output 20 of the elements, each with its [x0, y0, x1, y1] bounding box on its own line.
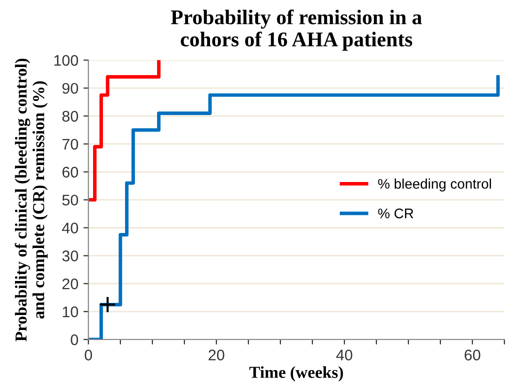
- x-tick-label: 20: [208, 350, 224, 360]
- y-tick-label: 90: [62, 82, 78, 94]
- y-tick-label: 80: [62, 110, 78, 122]
- y-tick-label: 60: [62, 166, 78, 178]
- x-tick-label: 40: [336, 350, 352, 360]
- y-axis-title: Probability of clinical (bleeding control) and complete (CR) remission (%): [14, 58, 48, 342]
- y-tick-label: 10: [62, 306, 78, 318]
- y-tick-label: 30: [62, 250, 78, 262]
- x-tick-label: 60: [464, 350, 480, 360]
- y-tick-label: 70: [62, 138, 78, 150]
- y-tick-label: 0: [70, 334, 78, 346]
- y-tick-label: 50: [62, 194, 78, 206]
- x-tick-label: 0: [84, 350, 92, 360]
- chart-title: Probability of remission in a cohors of 16 AHA patients: [170, 9, 422, 51]
- legend-label: % bleeding control: [378, 178, 491, 192]
- x-axis-title: Time (weeks): [249, 366, 343, 382]
- y-tick-label: 20: [62, 278, 78, 290]
- legend-label: % CR: [378, 208, 414, 218]
- y-tick-label: 40: [62, 222, 78, 234]
- y-tick-label: 100: [54, 55, 78, 66]
